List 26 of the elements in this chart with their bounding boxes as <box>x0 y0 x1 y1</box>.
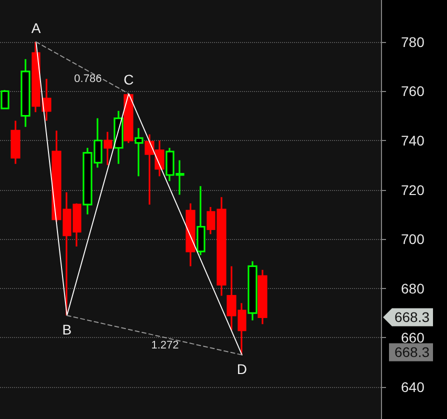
line-series <box>36 41 242 356</box>
annotation: C <box>124 72 134 88</box>
candlestick <box>0 89 10 110</box>
y-tick-label: 740 <box>401 132 425 148</box>
candlestick <box>248 260 258 322</box>
candlestick <box>104 131 112 166</box>
annotation: 0.786 <box>74 72 102 85</box>
text: 668.3 <box>394 344 430 360</box>
annotation: D <box>236 360 248 377</box>
candlestick <box>10 120 20 165</box>
y-tick-label: 640 <box>401 378 425 395</box>
candlestick <box>258 269 268 325</box>
y-tick-label: 660 <box>401 330 425 346</box>
y-tick-label: 760 <box>401 83 425 100</box>
y-tick-label: 700 <box>401 231 425 248</box>
annotation: 1.272 <box>151 340 179 352</box>
y-tick-label: 720 <box>401 182 425 198</box>
y-tick-label: 680 <box>401 280 425 296</box>
candlestick <box>134 127 144 178</box>
candlestick <box>20 58 30 128</box>
candlestick <box>186 202 196 267</box>
annotation: B <box>62 321 72 338</box>
annotation: A <box>31 20 42 36</box>
y-tick-label: 780 <box>401 34 425 50</box>
candlestick <box>196 185 206 256</box>
text: 668.3 <box>394 309 430 326</box>
